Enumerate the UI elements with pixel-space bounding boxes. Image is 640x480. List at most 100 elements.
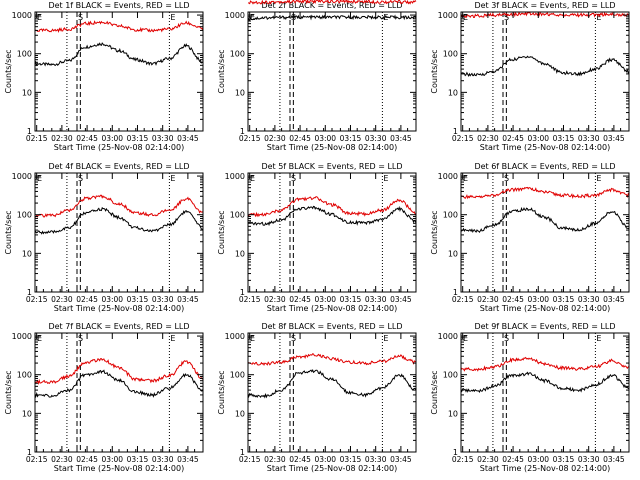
y-axis-label: Counts/sec <box>217 210 226 254</box>
y-tick-label: 100 <box>443 50 458 59</box>
time-marker-label: E <box>383 13 388 22</box>
x-tick-label: 02:15 <box>239 134 261 143</box>
x-tick-label: 02:30 <box>264 455 286 464</box>
lld-series-line <box>34 20 204 33</box>
x-tick-label: 02:45 <box>502 455 524 464</box>
x-axis-label: Start Time (25-Nov-08 02:14:00) <box>480 304 610 313</box>
time-marker-label: S <box>78 13 83 22</box>
chart-title: Det 6f BLACK = Events, RED = LLD <box>474 162 615 171</box>
chart-panel: Det 5f BLACK = Events, RED = LLD E S E 1 10 10… <box>217 162 417 313</box>
y-tick-label: 10 <box>22 409 32 418</box>
chart-title: Det 3f BLACK = Events, RED = LLD <box>474 1 615 10</box>
y-tick-label: 10 <box>448 88 458 97</box>
x-tick-label: 02:45 <box>76 455 98 464</box>
events-series-line <box>247 368 417 399</box>
x-tick-label: 03:00 <box>314 134 336 143</box>
time-marker-label: E <box>170 334 175 343</box>
chart-title: Det 8f BLACK = Events, RED = LLD <box>261 322 402 331</box>
x-tick-label: 03:15 <box>553 455 575 464</box>
time-marker-label: E <box>37 13 42 22</box>
x-tick-label: 02:15 <box>452 295 474 304</box>
y-axis-label: Counts/sec <box>4 210 13 254</box>
time-marker-label: S <box>78 174 83 183</box>
events-series-line <box>460 55 630 78</box>
x-tick-label: 02:30 <box>264 295 286 304</box>
time-marker-label: E <box>596 13 601 22</box>
lld-series-line <box>34 358 204 385</box>
x-tick-label: 03:00 <box>527 295 549 304</box>
x-axis-label: Start Time (25-Nov-08 02:14:00) <box>54 304 184 313</box>
lld-series-line <box>460 11 630 19</box>
x-tick-label: 02:15 <box>26 455 48 464</box>
x-tick-label: 02:30 <box>477 455 499 464</box>
x-tick-label: 03:15 <box>127 134 149 143</box>
x-tick-label: 03:15 <box>553 134 575 143</box>
chart-panel: Det 9f BLACK = Events, RED = LLD E S E 1 10 10… <box>430 322 630 473</box>
x-tick-label: 02:30 <box>477 295 499 304</box>
x-tick-label: 03:45 <box>603 295 625 304</box>
x-tick-label: 02:45 <box>502 295 524 304</box>
x-tick-label: 03:45 <box>603 134 625 143</box>
chart-title: Det 2f BLACK = Events, RED = LLD <box>261 1 402 10</box>
x-tick-label: 02:30 <box>51 455 73 464</box>
x-axis-label: Start Time (25-Nov-08 02:14:00) <box>54 143 184 152</box>
x-tick-label: 02:30 <box>51 295 73 304</box>
x-tick-label: 03:00 <box>314 455 336 464</box>
y-tick-label: 1000 <box>12 172 32 181</box>
chart-panel: Det 4f BLACK = Events, RED = LLD E S E 1 10 10… <box>4 162 204 313</box>
y-axis-label: Counts/sec <box>430 49 439 93</box>
y-tick-label: 10 <box>235 88 245 97</box>
lld-series-line <box>247 353 417 366</box>
time-marker-label: E <box>37 174 42 183</box>
time-marker-label: E <box>170 174 175 183</box>
x-tick-label: 03:00 <box>101 295 123 304</box>
y-tick-label: 1 <box>27 288 32 297</box>
x-axis-label: Start Time (25-Nov-08 02:14:00) <box>480 464 610 473</box>
y-tick-label: 10 <box>22 88 32 97</box>
y-tick-label: 10 <box>448 249 458 258</box>
x-tick-label: 02:15 <box>26 295 48 304</box>
y-axis-label: Counts/sec <box>217 370 226 414</box>
x-tick-label: 03:30 <box>152 134 174 143</box>
x-tick-label: 03:30 <box>152 295 174 304</box>
y-tick-label: 100 <box>443 371 458 380</box>
y-tick-label: 1 <box>240 288 245 297</box>
x-tick-label: 02:30 <box>51 134 73 143</box>
plot-frame <box>34 172 204 293</box>
x-tick-label: 03:15 <box>127 455 149 464</box>
time-marker-label: E <box>383 174 388 183</box>
plot-frame <box>247 332 417 453</box>
time-marker-label: S <box>504 334 509 343</box>
chart-panel: Det 1f BLACK = Events, RED = LLD E S E 1 10 10… <box>4 1 204 152</box>
x-tick-label: 02:45 <box>289 295 311 304</box>
x-tick-label: 03:15 <box>340 134 362 143</box>
x-tick-label: 03:45 <box>177 295 199 304</box>
y-tick-label: 1000 <box>225 172 245 181</box>
plot-frame <box>460 332 630 453</box>
y-tick-label: 1000 <box>438 332 458 341</box>
chart-title: Det 4f BLACK = Events, RED = LLD <box>48 162 189 171</box>
x-tick-label: 03:45 <box>603 455 625 464</box>
x-tick-label: 03:45 <box>177 134 199 143</box>
x-tick-label: 02:45 <box>76 295 98 304</box>
time-marker-label: E <box>37 334 42 343</box>
x-tick-label: 03:30 <box>365 134 387 143</box>
chart-panel: Det 6f BLACK = Events, RED = LLD E S E 1 10 10… <box>430 162 630 313</box>
x-tick-label: 02:30 <box>264 134 286 143</box>
time-marker-label: E <box>250 13 255 22</box>
plot-frame <box>247 11 417 132</box>
events-series-line <box>460 206 630 234</box>
x-tick-label: 02:45 <box>76 134 98 143</box>
y-tick-label: 1 <box>240 127 245 136</box>
events-series-line <box>34 369 204 398</box>
x-tick-label: 03:45 <box>390 295 412 304</box>
y-tick-label: 1 <box>27 127 32 136</box>
y-tick-label: 1000 <box>225 332 245 341</box>
chart-panel: Det 7f BLACK = Events, RED = LLD E S E 1 10 10… <box>4 322 204 473</box>
y-tick-label: 100 <box>230 371 245 380</box>
y-tick-label: 1 <box>453 288 458 297</box>
time-marker-label: E <box>250 174 255 183</box>
y-tick-label: 1000 <box>438 172 458 181</box>
